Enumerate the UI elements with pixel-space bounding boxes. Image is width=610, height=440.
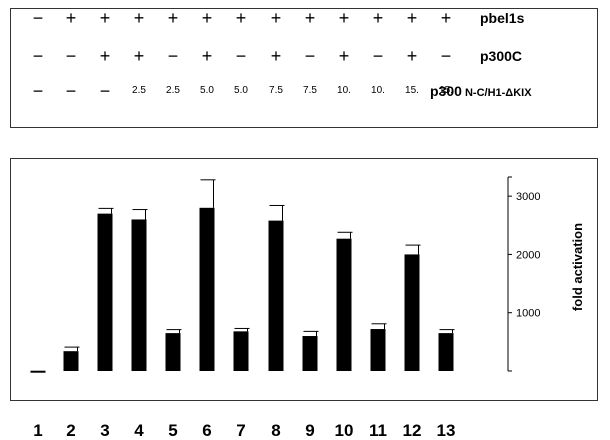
bar	[199, 207, 215, 371]
condition-cell: −	[99, 81, 111, 101]
condition-row-label: p300 N-C/H1-ΔKIX	[430, 84, 532, 99]
bar	[268, 220, 284, 371]
condition-cell: 7.5	[269, 85, 283, 96]
condition-cell: 15.	[405, 85, 419, 96]
condition-cell: +	[304, 8, 316, 28]
condition-cell: +	[372, 8, 384, 28]
lane-number: 9	[305, 421, 315, 440]
condition-cell: +	[133, 46, 145, 66]
condition-cell: +	[133, 8, 145, 28]
bar	[233, 331, 249, 371]
condition-cell: 5.0	[234, 85, 248, 96]
row-label-text: p300C	[480, 48, 523, 64]
lane-number: 5	[168, 421, 178, 440]
row-label-text: p300	[430, 83, 462, 99]
condition-cell: −	[65, 81, 77, 101]
y-tick-label: 3000	[516, 191, 540, 203]
row-label-text: pbel1s	[480, 10, 525, 26]
condition-cell: 7.5	[303, 85, 317, 96]
condition-cell: −	[65, 46, 77, 66]
condition-cell: −	[32, 8, 44, 28]
condition-cell: +	[338, 46, 350, 66]
condition-cell: +	[235, 8, 247, 28]
condition-cell: 5.0	[200, 85, 214, 96]
condition-cell: +	[167, 8, 179, 28]
condition-cell: −	[32, 81, 44, 101]
condition-cell: 15.	[439, 85, 453, 96]
bar	[438, 333, 454, 371]
condition-cell: +	[406, 8, 418, 28]
lane-number: 11	[369, 421, 387, 440]
bar	[131, 219, 147, 371]
condition-cell: +	[270, 8, 282, 28]
bar	[302, 336, 318, 371]
chart-frame	[10, 158, 598, 401]
condition-cell: +	[201, 46, 213, 66]
lane-number: 1	[33, 421, 43, 440]
condition-cell: +	[99, 8, 111, 28]
condition-cell: −	[235, 46, 247, 66]
y-axis-label: fold activation	[570, 223, 585, 311]
lane-number: 7	[236, 421, 246, 440]
condition-cell: −	[32, 46, 44, 66]
condition-cell: +	[201, 8, 213, 28]
lane-number: 3	[100, 421, 110, 440]
bar	[404, 254, 420, 371]
condition-cell: +	[99, 46, 111, 66]
condition-row-label: p300C	[480, 49, 522, 63]
condition-cell: +	[338, 8, 350, 28]
condition-cell: −	[304, 46, 316, 66]
bar	[63, 351, 79, 371]
bar	[30, 370, 46, 373]
bar	[165, 333, 181, 371]
condition-cell: +	[270, 46, 282, 66]
condition-row-label: pbel1s	[480, 11, 524, 25]
lane-number: 8	[271, 421, 281, 440]
lane-number: 4	[134, 421, 144, 440]
condition-cell: 2.5	[166, 85, 180, 96]
conditions-table	[10, 8, 598, 128]
lane-number: 13	[436, 421, 456, 440]
condition-cell: −	[167, 46, 179, 66]
lane-number: 10	[334, 421, 354, 440]
condition-cell: −	[440, 46, 452, 66]
lane-number: 12	[402, 421, 422, 440]
condition-cell: +	[65, 8, 77, 28]
condition-cell: 10.	[337, 85, 351, 96]
condition-cell: +	[440, 8, 452, 28]
row-sublabel-text: N-C/H1-ΔKIX	[461, 87, 532, 99]
bar	[336, 238, 352, 371]
condition-cell: 10.	[371, 85, 385, 96]
bar	[97, 213, 113, 371]
condition-cell: 2.5	[132, 85, 146, 96]
bar	[370, 329, 386, 371]
y-tick-label: 1000	[516, 308, 540, 320]
lane-number: 2	[66, 421, 76, 440]
lane-number: 6	[202, 421, 212, 440]
condition-cell: −	[372, 46, 384, 66]
condition-cell: +	[406, 46, 418, 66]
y-tick-label: 2000	[516, 249, 540, 261]
